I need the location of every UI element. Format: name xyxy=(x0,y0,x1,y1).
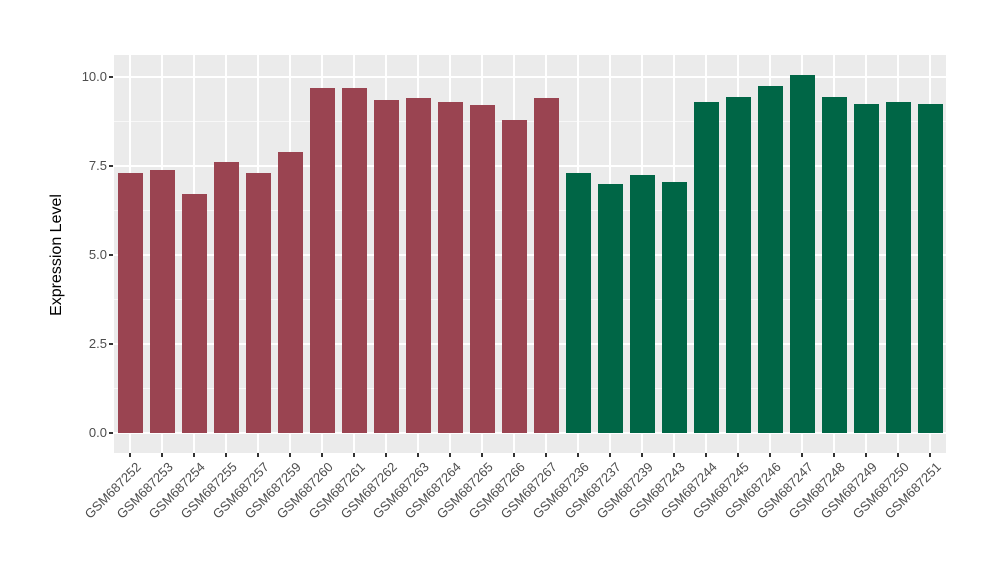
y-axis-tick-label: 2.5 xyxy=(88,336,107,351)
bar xyxy=(661,182,687,433)
y-axis-tick-label: 7.5 xyxy=(88,158,107,173)
y-tick-mark xyxy=(109,432,113,434)
x-tick-mark xyxy=(321,453,323,457)
bar xyxy=(245,173,271,433)
x-tick-mark xyxy=(289,453,291,457)
bar xyxy=(277,151,303,433)
x-tick-mark xyxy=(129,453,131,457)
x-tick-mark xyxy=(417,453,419,457)
x-tick-mark xyxy=(161,453,163,457)
major-gridline xyxy=(114,432,946,434)
major-gridline xyxy=(114,343,946,345)
x-tick-mark xyxy=(609,453,611,457)
minor-gridline xyxy=(114,121,946,122)
bar xyxy=(469,105,495,433)
bar xyxy=(693,101,719,433)
x-tick-mark xyxy=(225,453,227,457)
x-tick-mark xyxy=(673,453,675,457)
x-tick-mark xyxy=(513,453,515,457)
major-gridline xyxy=(114,165,946,167)
bar xyxy=(533,98,559,433)
bar xyxy=(789,75,815,433)
bar xyxy=(597,183,623,433)
bar xyxy=(181,194,207,433)
x-tick-mark xyxy=(833,453,835,457)
plot-panel xyxy=(114,55,946,453)
x-tick-mark xyxy=(769,453,771,457)
bar xyxy=(405,98,431,433)
major-gridline xyxy=(114,76,946,78)
bar xyxy=(757,85,783,433)
minor-gridline xyxy=(114,299,946,300)
bar xyxy=(341,87,367,433)
x-tick-mark xyxy=(737,453,739,457)
bar xyxy=(373,100,399,433)
bar xyxy=(629,174,655,433)
x-tick-mark xyxy=(705,453,707,457)
x-tick-mark xyxy=(641,453,643,457)
x-tick-mark xyxy=(353,453,355,457)
x-tick-mark xyxy=(545,453,547,457)
x-tick-mark xyxy=(481,453,483,457)
y-tick-mark xyxy=(109,76,113,78)
bar xyxy=(117,173,143,433)
minor-gridline xyxy=(114,388,946,389)
x-tick-mark xyxy=(929,453,931,457)
bar xyxy=(437,101,463,433)
x-tick-mark xyxy=(449,453,451,457)
x-tick-mark xyxy=(385,453,387,457)
y-tick-mark xyxy=(109,254,113,256)
major-gridline xyxy=(114,254,946,256)
bar xyxy=(213,162,239,433)
x-tick-mark xyxy=(801,453,803,457)
x-tick-mark xyxy=(865,453,867,457)
bar xyxy=(885,101,911,433)
bar xyxy=(917,103,943,433)
bar xyxy=(149,169,175,433)
x-tick-mark xyxy=(193,453,195,457)
bar xyxy=(309,87,335,433)
minor-gridline xyxy=(114,210,946,211)
bar xyxy=(565,173,591,433)
y-axis-tick-label: 10.0 xyxy=(81,69,107,84)
bar xyxy=(853,103,879,433)
bar xyxy=(821,96,847,433)
bar xyxy=(501,119,527,433)
x-tick-mark xyxy=(577,453,579,457)
bar xyxy=(725,96,751,433)
x-tick-mark xyxy=(257,453,259,457)
y-axis-tick-label: 5.0 xyxy=(88,247,107,262)
y-tick-mark xyxy=(109,343,113,345)
x-tick-mark xyxy=(897,453,899,457)
y-tick-mark xyxy=(109,165,113,167)
y-axis-tick-label: 0.0 xyxy=(88,425,107,440)
